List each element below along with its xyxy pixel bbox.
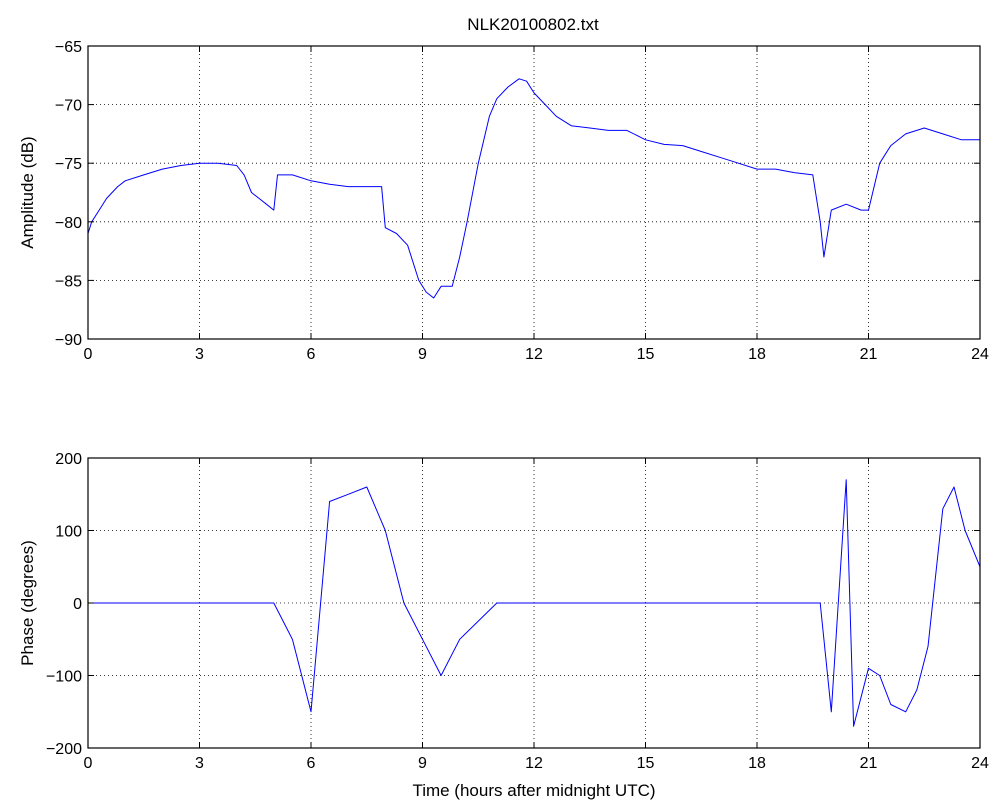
amplitude-y-axis-title: Amplitude (dB) [18, 136, 37, 248]
phase-x-tick-label: 21 [860, 755, 878, 772]
plot-title: NLK20100802.txt [467, 15, 599, 34]
phase-x-tick-label: 18 [748, 755, 766, 772]
phase-x-tick-label: 0 [84, 755, 93, 772]
amplitude-x-tick-label: 6 [307, 346, 316, 363]
phase-series-line [88, 479, 981, 727]
amplitude-y-tick-label: −90 [55, 332, 82, 349]
amplitude-x-tick-label: 9 [418, 346, 427, 363]
amplitude-x-tick-label: 3 [195, 346, 204, 363]
phase-y-axis-title: Phase (degrees) [18, 540, 37, 666]
phase-x-axis-title: Time (hours after midnight UTC) [412, 781, 655, 800]
amplitude-plot-area [88, 46, 980, 339]
phase-x-tick-label: 24 [971, 755, 989, 772]
phase-axes: 0 3 6 9 12 15 18 21 24 −200 −100 0 100 200 Phase (degr… [18, 451, 989, 800]
phase-y-tick-label: −100 [46, 669, 82, 686]
amplitude-x-tick-label: 24 [971, 346, 989, 363]
amplitude-x-tick-label: 21 [860, 346, 878, 363]
amplitude-y-tick-label: −85 [55, 273, 82, 290]
amplitude-x-tick-label: 0 [84, 346, 93, 363]
amplitude-y-tick-label: −75 [55, 156, 82, 173]
amplitude-series-line [87, 78, 980, 299]
phase-y-tick-label: 0 [73, 596, 82, 613]
phase-x-tick-label: 15 [637, 755, 655, 772]
amplitude-y-tick-label: −80 [55, 215, 82, 232]
amplitude-x-tick-label: 15 [637, 346, 655, 363]
amplitude-x-tick-label: 12 [525, 346, 543, 363]
amplitude-y-tick-label: −65 [55, 39, 82, 56]
phase-y-tick-label: −200 [46, 741, 82, 758]
phase-x-tick-label: 12 [525, 755, 543, 772]
amplitude-axes: 0 3 6 9 12 15 18 21 24 −90 −85 −80 −75 −70 −65 Amplitud… [18, 39, 989, 363]
phase-y-tick-label: 200 [55, 451, 82, 468]
amplitude-x-tick-label: 18 [748, 346, 766, 363]
phase-y-tick-label: 100 [55, 524, 82, 541]
phase-x-tick-label: 3 [195, 755, 204, 772]
amplitude-y-tick-label: −70 [55, 98, 82, 115]
phase-x-tick-label: 6 [307, 755, 316, 772]
phase-x-tick-label: 9 [418, 755, 427, 772]
